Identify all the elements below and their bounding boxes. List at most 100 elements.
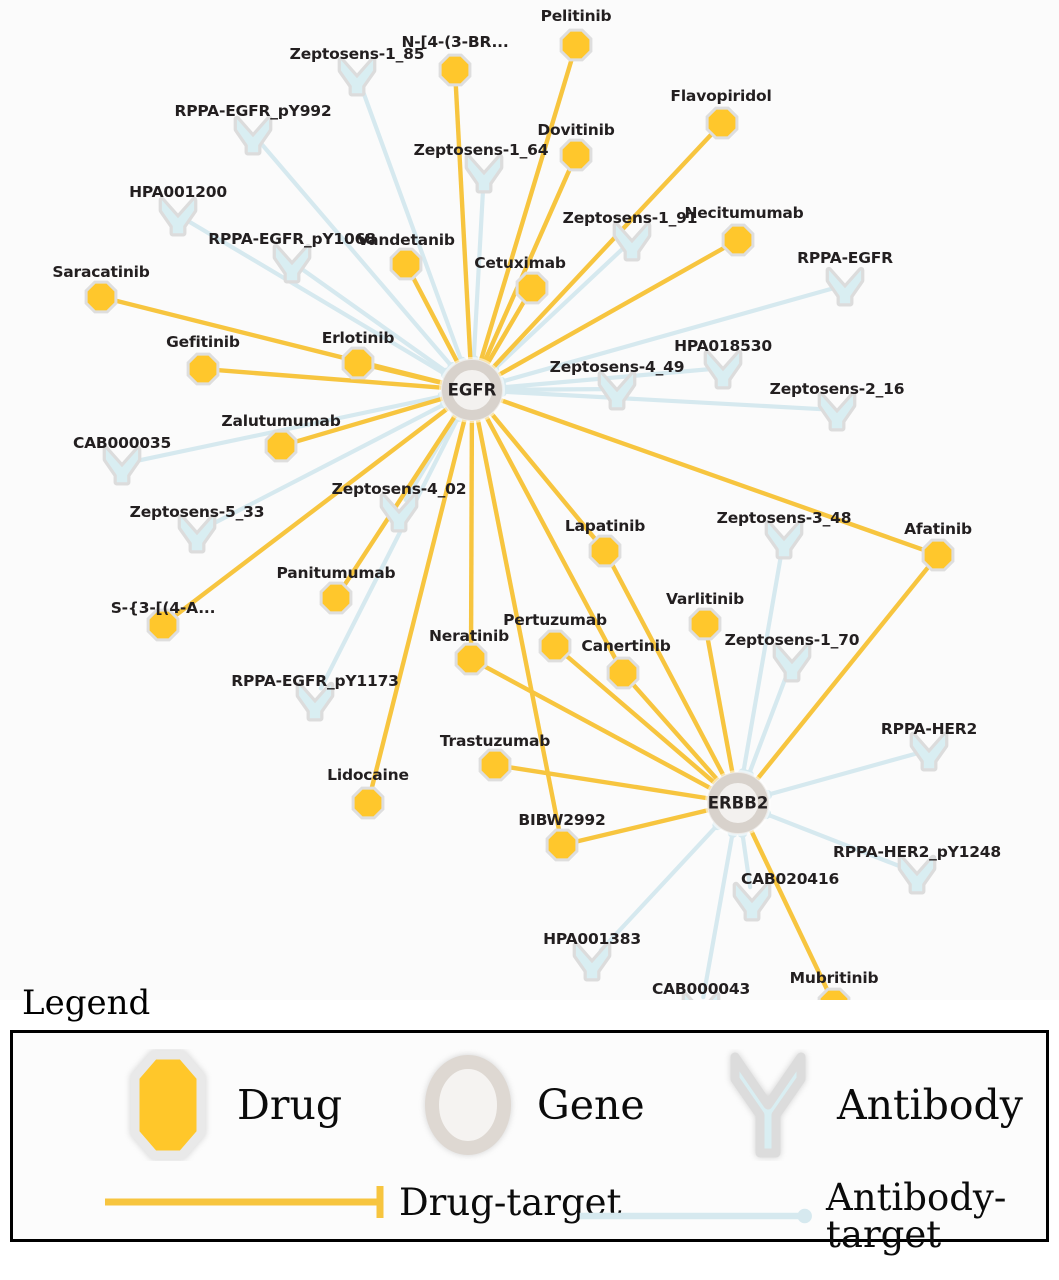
antibody-node[interactable] xyxy=(272,243,312,284)
drug-node[interactable] xyxy=(351,786,385,820)
legend-entry-gene: Gene xyxy=(413,1049,645,1161)
drug-target-edge xyxy=(475,419,562,832)
drug-node[interactable] xyxy=(146,608,180,642)
antibody-target-edge xyxy=(499,389,827,412)
drug-target-edge xyxy=(341,413,458,588)
drug-target-edge xyxy=(497,244,727,378)
antibody-node[interactable] xyxy=(703,349,743,390)
drug-target-edge xyxy=(575,807,710,844)
antibody-target-edge xyxy=(300,267,450,375)
drug-icon xyxy=(130,1050,206,1160)
antibody-target-edge xyxy=(764,751,919,798)
antibody-node[interactable] xyxy=(177,513,217,554)
drug-target-edge xyxy=(468,419,475,646)
gene-label: ERBB2 xyxy=(707,793,769,813)
drug-node[interactable] xyxy=(545,828,579,862)
drug-target-edge xyxy=(484,415,619,662)
antibody-node[interactable] xyxy=(612,221,652,262)
antibody-node[interactable] xyxy=(158,196,198,237)
drug-target-edge xyxy=(369,418,467,790)
antibody-target-edge xyxy=(499,386,607,392)
antibody-node[interactable] xyxy=(764,519,804,560)
drug-target-edge xyxy=(410,275,461,365)
antibody-target-edge xyxy=(741,548,784,776)
antibody-node[interactable] xyxy=(233,115,273,156)
antibody-node[interactable] xyxy=(681,991,721,1000)
gene-label: EGFR xyxy=(447,380,497,400)
network-graph-canvas: Zeptosens-1_85 RPPA-EGFR_pY992 HPA001200 RP… xyxy=(52,7,1002,1000)
antibody-target-edge xyxy=(701,830,735,1000)
drug-target-edge xyxy=(478,57,575,362)
drug-target-line-icon xyxy=(105,1186,384,1219)
antibody-target-edge xyxy=(471,182,486,363)
drug-node[interactable] xyxy=(721,223,755,257)
gene-node-outline xyxy=(439,357,505,423)
legend-label-drug: Drug xyxy=(237,1080,343,1129)
antibody-target-edge xyxy=(187,219,449,377)
antibody-node[interactable] xyxy=(597,370,637,411)
drug-target-edge xyxy=(499,397,926,553)
antibody-node[interactable] xyxy=(337,56,377,97)
drug-node[interactable] xyxy=(559,138,593,172)
antibody-target-edge xyxy=(740,830,753,890)
edges-layer xyxy=(114,57,931,1000)
legend-entry-antibody-target: Antibody-target xyxy=(578,1179,1059,1253)
antibody-node[interactable] xyxy=(897,854,937,895)
drug-target-edge xyxy=(748,829,830,993)
legend-entry-drug: Drug xyxy=(113,1049,342,1161)
antibody-target-edge xyxy=(498,286,835,384)
antibody-icon xyxy=(730,1052,806,1158)
antibody-node[interactable] xyxy=(909,731,949,772)
drug-target-edge xyxy=(564,653,717,786)
drug-target-edge xyxy=(609,562,726,778)
drug-node[interactable] xyxy=(389,247,423,281)
drug-node[interactable] xyxy=(341,346,375,380)
drug-target-edge xyxy=(371,364,444,386)
drug-node[interactable] xyxy=(588,534,622,568)
legend-label-antibody: Antibody xyxy=(837,1080,1023,1129)
antibody-target-edge xyxy=(763,811,907,871)
antibody-node[interactable] xyxy=(825,266,865,307)
drug-node[interactable] xyxy=(478,748,512,782)
drug-node[interactable] xyxy=(688,607,722,641)
drug-node[interactable] xyxy=(515,271,549,305)
drug-node[interactable] xyxy=(921,538,955,572)
antibody-node[interactable] xyxy=(817,391,857,432)
drug-node[interactable] xyxy=(438,53,472,87)
drug-target-edge xyxy=(755,564,931,782)
drug-node[interactable] xyxy=(538,629,572,663)
antibody-node[interactable] xyxy=(572,941,612,982)
drug-target-edge xyxy=(216,367,443,390)
drug-node[interactable] xyxy=(319,581,353,615)
drug-target-edge xyxy=(705,637,735,774)
antibody-node[interactable] xyxy=(102,445,142,486)
legend-label-gene: Gene xyxy=(537,1080,645,1129)
drug-node[interactable] xyxy=(186,352,220,386)
antibody-node[interactable] xyxy=(464,153,504,194)
gene-node[interactable] xyxy=(441,359,503,421)
antibody-node[interactable] xyxy=(379,492,419,533)
antibody-node[interactable] xyxy=(732,881,772,922)
legend: Legend Drug Gene Antibody xyxy=(0,984,1059,1253)
drug-target-edge xyxy=(490,131,715,370)
drug-target-edge xyxy=(482,663,713,791)
drug-node[interactable] xyxy=(559,28,593,62)
antibody-target-edge xyxy=(259,141,455,370)
legend-entry-drug-target: Drug-target xyxy=(103,1179,621,1225)
antibody-node[interactable] xyxy=(295,681,335,722)
antibody-target-edge xyxy=(318,414,461,691)
drug-node[interactable] xyxy=(817,987,851,1000)
antibody-node[interactable] xyxy=(772,642,812,683)
drug-target-edge xyxy=(485,298,527,366)
drug-target-edge xyxy=(453,83,473,361)
drug-node[interactable] xyxy=(705,106,739,140)
drug-node[interactable] xyxy=(454,642,488,676)
gene-node-outline xyxy=(705,770,771,836)
antibody-target-edge xyxy=(359,85,464,364)
gene-icon xyxy=(425,1055,511,1156)
drug-node[interactable] xyxy=(84,280,118,314)
drug-node[interactable] xyxy=(606,656,640,690)
drug-node[interactable] xyxy=(264,429,298,463)
gene-node[interactable] xyxy=(707,772,769,834)
legend-box: Drug Gene Antibody Drug xyxy=(10,1030,1049,1253)
